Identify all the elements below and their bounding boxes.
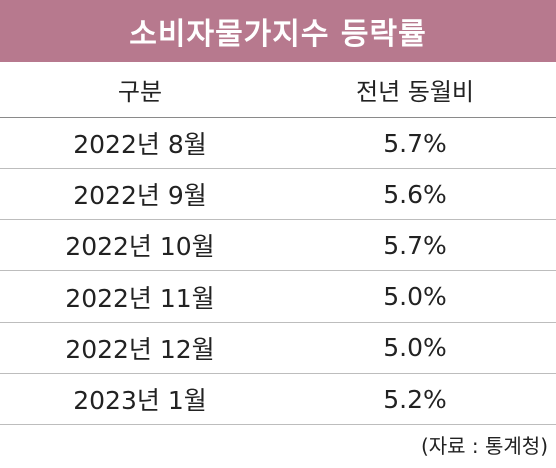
table-row: 2022년 9월 5.6% <box>0 169 556 221</box>
table-row: 2022년 8월 5.7% <box>0 118 556 169</box>
title-bar: 소비자물가지수 등락률 <box>0 0 556 62</box>
rate-cell: 5.7% <box>383 230 447 260</box>
header-row: 구분 전년 동월비 <box>0 62 556 118</box>
table-row: 2023년 1월 5.2% <box>0 374 556 425</box>
column-header: 전년 동월비 <box>355 78 475 106</box>
period-cell: 2022년 10월 <box>65 232 215 262</box>
rate-cell: 5.6% <box>383 179 447 209</box>
rate-cell: 5.0% <box>383 282 447 312</box>
period-cell: 2022년 11월 <box>65 283 215 313</box>
rate-cell: 5.2% <box>383 384 447 414</box>
table-row: 2022년 11월 5.0% <box>0 272 556 323</box>
rate-cell: 5.7% <box>383 128 447 158</box>
source: (자료 : 통계청) <box>420 434 548 458</box>
table-row: 2022년 12월 5.0% <box>0 323 556 374</box>
period-cell: 2022년 12월 <box>65 334 215 364</box>
rate-cell: 5.0% <box>383 333 447 363</box>
column-header: 구분 <box>117 78 163 106</box>
period-cell: 2022년 8월 <box>73 130 207 159</box>
title: 소비자물가지수 등락률 <box>129 17 427 52</box>
table-row: 2022년 10월 5.7% <box>0 220 556 272</box>
period-cell: 2022년 9월 <box>73 181 207 211</box>
period-cell: 2023년 1월 <box>73 386 207 415</box>
